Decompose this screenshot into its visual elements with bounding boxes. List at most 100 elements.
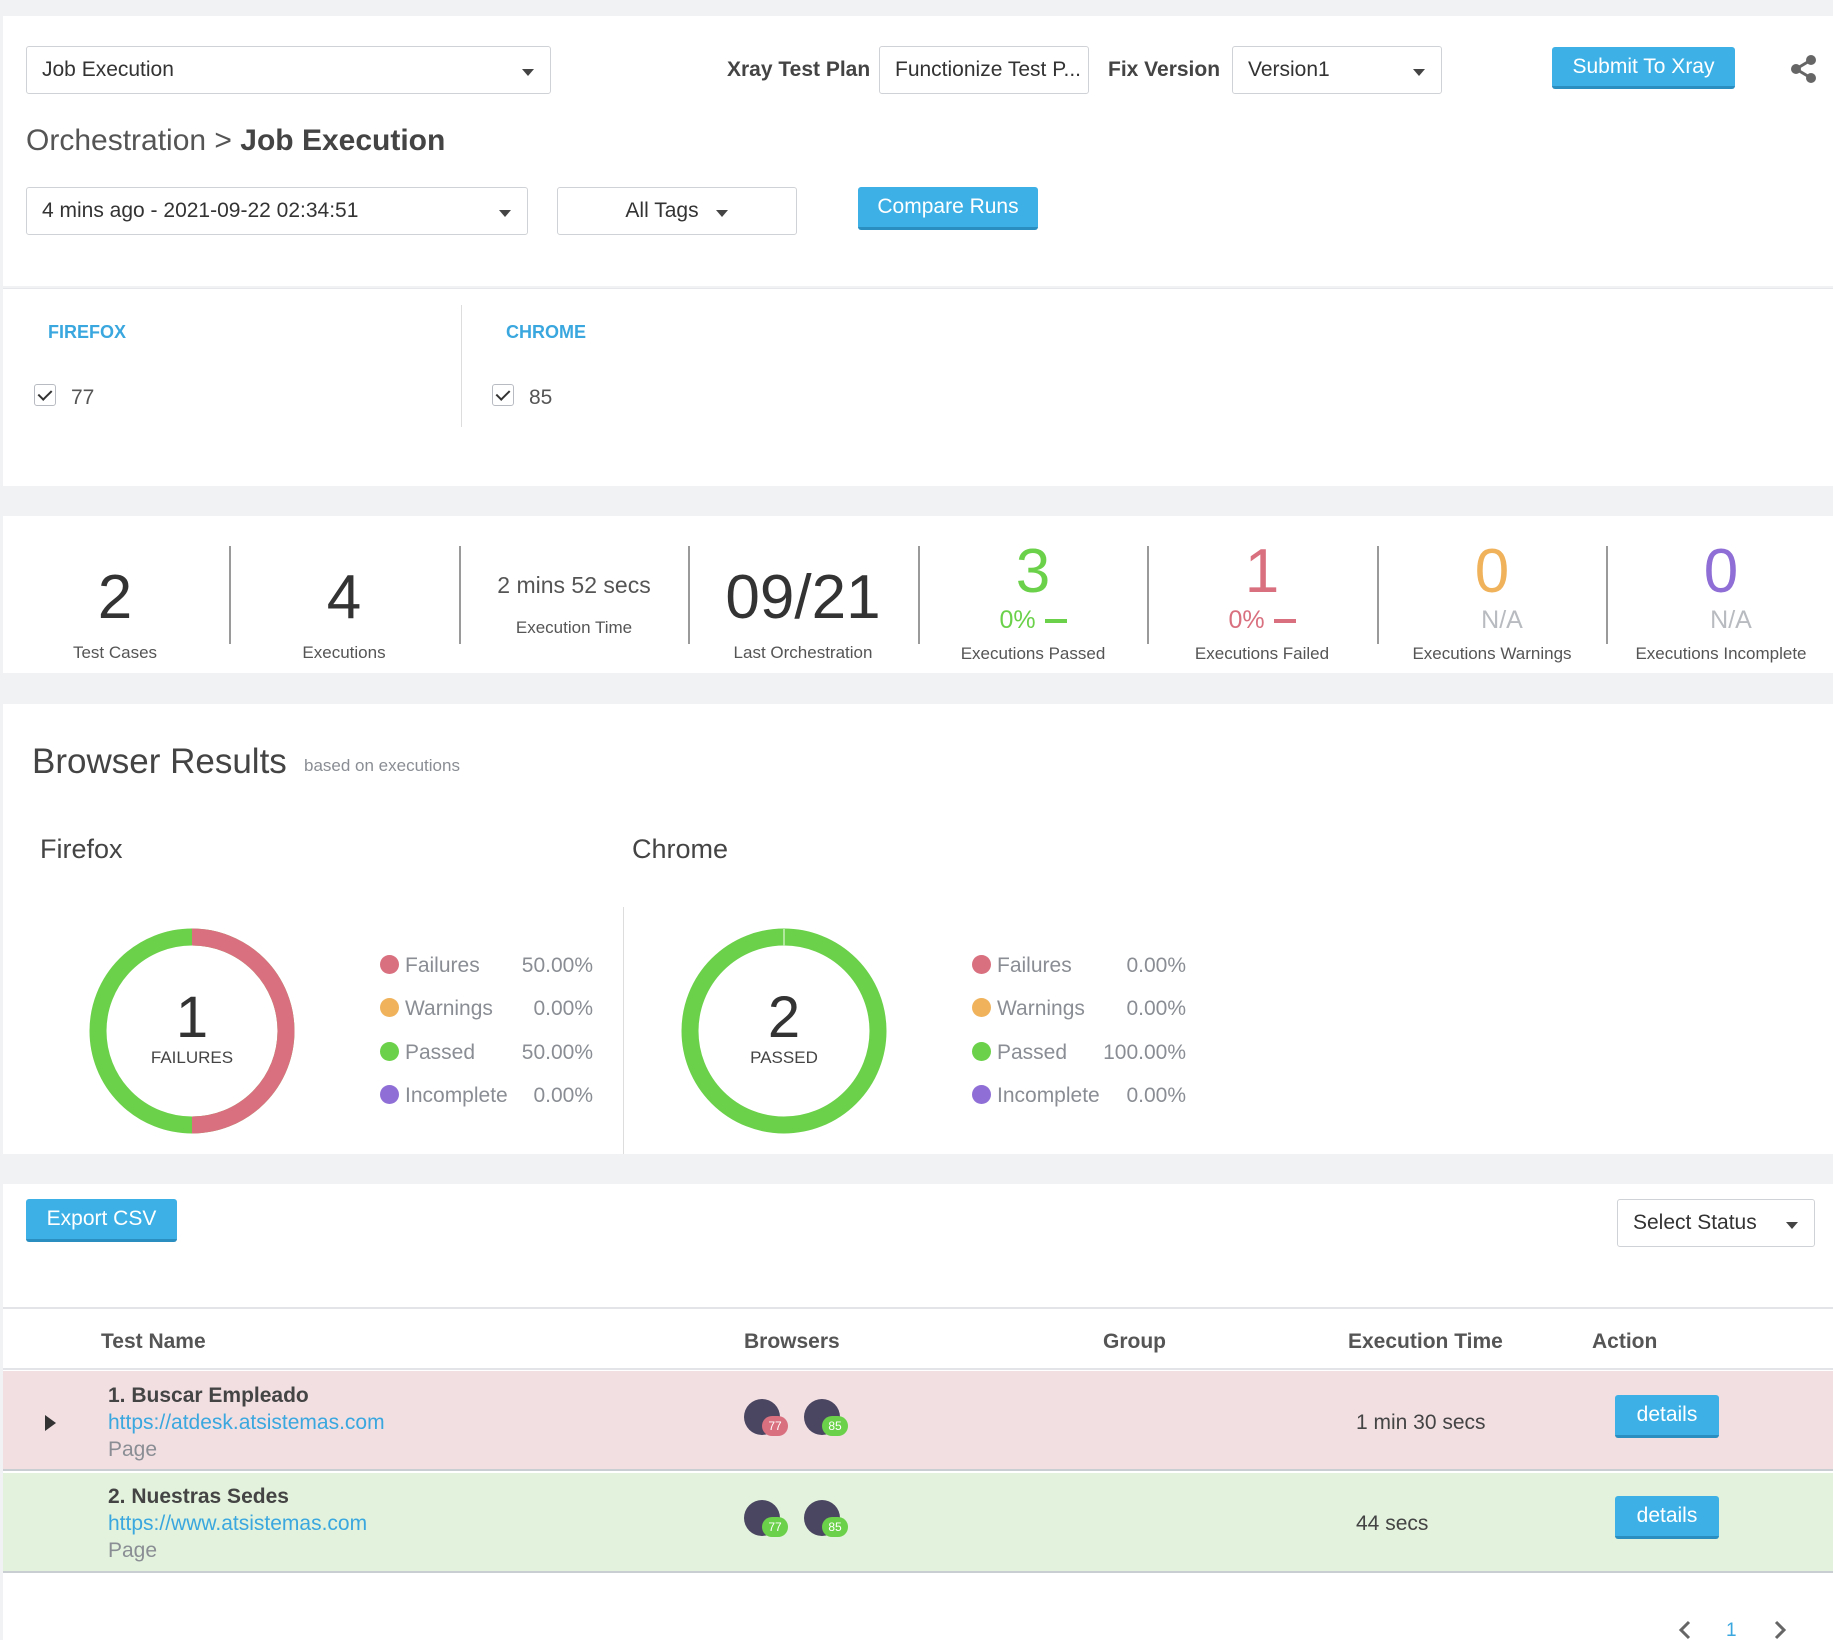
table-header-row xyxy=(3,1307,1833,1370)
firefox-donut-chart xyxy=(89,928,295,1134)
test-url-link[interactable]: https://atdesk.atsistemas.com xyxy=(108,1411,385,1434)
browsers-card xyxy=(3,288,1833,486)
run-select-value: 4 mins ago - 2021-09-22 02:34:51 xyxy=(42,199,359,222)
firefox-legend-warnings-value: 0.00% xyxy=(533,997,593,1020)
run-select[interactable]: 4 mins ago - 2021-09-22 02:34:51 xyxy=(26,187,528,235)
stat-warnings-pct: N/A xyxy=(1481,606,1523,634)
fix-version-select[interactable]: Version1 xyxy=(1232,46,1442,94)
tags-select-value: All Tags xyxy=(625,199,699,222)
browser-results-subtitle: based on executions xyxy=(304,756,460,775)
chrome-version-badge: 85 xyxy=(822,1517,848,1537)
status-select[interactable]: Select Status xyxy=(1617,1199,1815,1247)
expand-row-icon[interactable] xyxy=(45,1415,56,1431)
chevron-down-icon xyxy=(522,69,534,76)
stat-test-cases-label: Test Cases xyxy=(72,643,158,662)
firefox-results-title: Firefox xyxy=(40,834,123,864)
stat-passed-pct: 0% xyxy=(918,606,1148,635)
stat-executions-value: 4 xyxy=(326,563,362,632)
column-header-browsers[interactable]: Browsers xyxy=(744,1330,840,1353)
dash-icon xyxy=(1273,619,1296,624)
browser-results-title: Browser Results xyxy=(32,742,287,781)
stat-separator xyxy=(459,546,461,644)
xray-test-plan-value: Functionize Test P... xyxy=(895,58,1081,81)
chrome-legend-warnings-value: 0.00% xyxy=(1126,997,1186,1020)
failures-dot-icon xyxy=(380,955,399,974)
column-header-test-name[interactable]: Test Name xyxy=(101,1330,206,1353)
legend-label: Failures xyxy=(997,954,1072,977)
stat-executions-label: Executions xyxy=(302,643,386,662)
test-name: 1. Buscar Empleado xyxy=(108,1384,309,1407)
column-header-group[interactable]: Group xyxy=(1103,1330,1166,1353)
chrome-donut-center-value: 2 xyxy=(767,985,801,1050)
column-header-exec-time[interactable]: Execution Time xyxy=(1348,1330,1503,1353)
pagination-next-icon[interactable] xyxy=(1772,1620,1788,1640)
stat-separator xyxy=(1377,546,1379,644)
chrome-results-title: Chrome xyxy=(632,834,729,864)
chrome-donut-center-label: PASSED xyxy=(750,1048,818,1067)
export-csv-button[interactable]: Export CSV xyxy=(26,1199,177,1242)
chrome-legend-failures-value: 0.00% xyxy=(1126,954,1186,977)
firefox-legend-warnings: Warnings xyxy=(380,997,493,1021)
stat-incomplete-value: 0 xyxy=(1703,537,1739,606)
job-select[interactable]: Job Execution xyxy=(26,46,551,94)
legend-label: Incomplete xyxy=(997,1084,1100,1107)
browser-firefox-version-checkbox[interactable] xyxy=(34,384,56,406)
xray-test-plan-select[interactable]: Functionize Test P... xyxy=(879,46,1089,94)
execution-time: 1 min 30 secs xyxy=(1356,1411,1486,1434)
stat-warnings-label: Executions Warnings xyxy=(1412,644,1572,663)
tags-select[interactable]: All Tags xyxy=(557,187,797,235)
firefox-legend-failures-value: 50.00% xyxy=(521,954,593,977)
chrome-donut-chart xyxy=(681,928,887,1134)
legend-label: Passed xyxy=(405,1041,476,1064)
stat-incomplete-pct: N/A xyxy=(1710,606,1752,634)
stat-incomplete-label: Executions Incomplete xyxy=(1635,644,1807,663)
page-title: Job Execution xyxy=(240,124,446,157)
compare-runs-button[interactable]: Compare Runs xyxy=(858,187,1038,230)
stat-warnings-value: 0 xyxy=(1474,537,1510,606)
browser-firefox-header: FIREFOX xyxy=(48,322,127,342)
chrome-legend-incomplete: Incomplete xyxy=(972,1084,1100,1108)
warnings-dot-icon xyxy=(380,998,399,1017)
column-header-action[interactable]: Action xyxy=(1592,1330,1658,1353)
pagination-current-page[interactable]: 1 xyxy=(1726,1620,1737,1640)
stat-separator xyxy=(1606,546,1608,644)
warnings-dot-icon xyxy=(972,998,991,1017)
stat-separator xyxy=(688,546,690,644)
browser-chrome-version: 85 xyxy=(529,386,553,409)
firefox-donut-center-value: 1 xyxy=(175,985,209,1050)
browser-chrome-version-checkbox[interactable] xyxy=(492,384,514,406)
breadcrumb-parent[interactable]: Orchestration > xyxy=(26,124,232,157)
stat-separator xyxy=(1147,546,1149,644)
browser-results-card xyxy=(3,704,1833,1154)
job-select-value: Job Execution xyxy=(42,58,174,81)
legend-label: Warnings xyxy=(997,997,1085,1020)
stat-passed-label: Executions Passed xyxy=(960,644,1106,663)
browser-chrome-header: CHROME xyxy=(506,322,586,342)
test-name: 2. Nuestras Sedes xyxy=(108,1485,289,1508)
chevron-down-icon xyxy=(1786,1222,1798,1229)
firefox-version-badge: 77 xyxy=(762,1517,788,1537)
legend-label: Failures xyxy=(405,954,480,977)
pagination-prev-icon[interactable] xyxy=(1677,1620,1693,1640)
failures-dot-icon xyxy=(972,955,991,974)
firefox-donut-failures-arc xyxy=(191,928,295,1134)
breadcrumb: Orchestration > Job Execution xyxy=(26,124,445,158)
execution-time: 44 secs xyxy=(1356,1512,1429,1535)
details-button[interactable]: details xyxy=(1615,1395,1719,1438)
share-icon[interactable] xyxy=(1790,54,1818,84)
details-button[interactable]: details xyxy=(1615,1496,1719,1539)
test-url-link[interactable]: https://www.atsistemas.com xyxy=(108,1512,368,1535)
fix-version-value: Version1 xyxy=(1248,58,1330,81)
incomplete-dot-icon xyxy=(380,1085,399,1104)
test-type: Page xyxy=(108,1539,158,1562)
submit-to-xray-button[interactable]: Submit To Xray xyxy=(1552,47,1735,89)
stat-passed-pct-text: 0% xyxy=(999,606,1036,634)
chrome-version-badge: 85 xyxy=(822,1416,848,1436)
status-select-value: Select Status xyxy=(1633,1211,1757,1234)
incomplete-dot-icon xyxy=(972,1085,991,1104)
passed-dot-icon xyxy=(380,1042,399,1061)
chevron-down-icon xyxy=(499,210,511,217)
chrome-legend-warnings: Warnings xyxy=(972,997,1085,1021)
chrome-legend-passed: Passed xyxy=(972,1041,1067,1065)
passed-dot-icon xyxy=(972,1042,991,1061)
